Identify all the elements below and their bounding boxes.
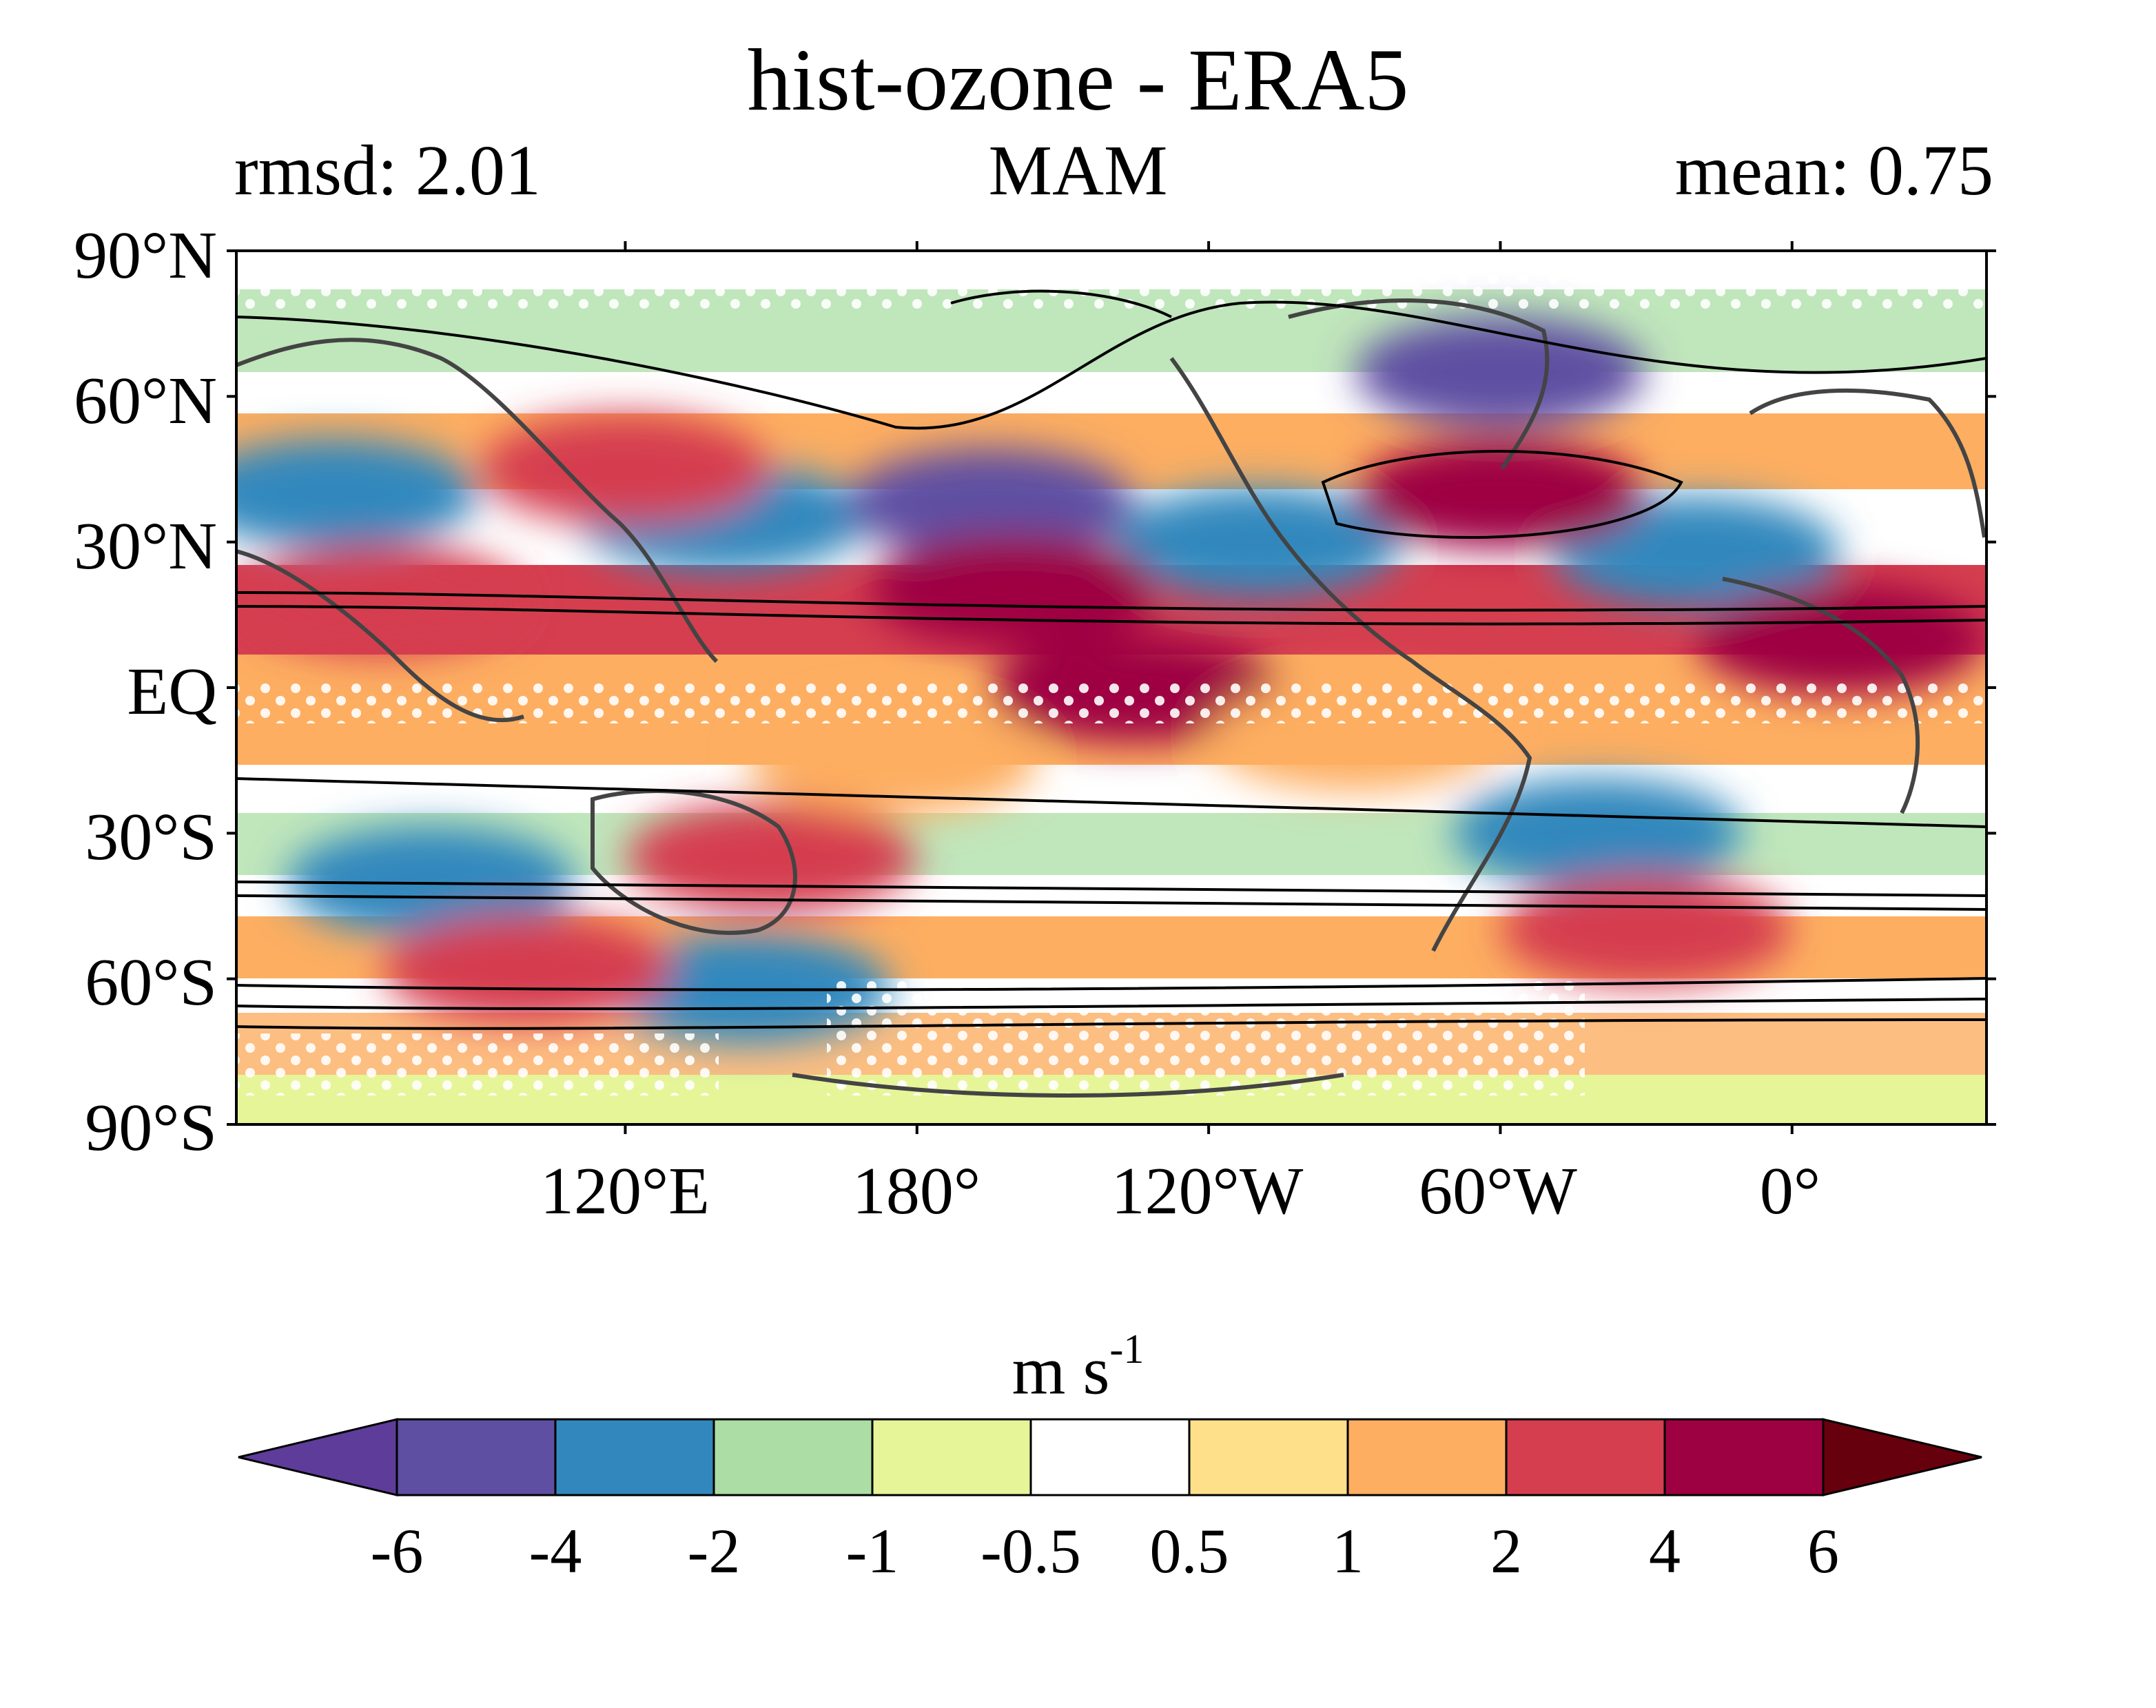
colorbar-tick-label: 6 [1807, 1516, 1839, 1586]
colorbar-units: m s-1 [1012, 1326, 1144, 1409]
mean-label: mean: 0.75 [1674, 131, 1993, 210]
lat-tick-label: 30°N [74, 509, 217, 584]
colorbar-tick-label: -2 [687, 1516, 741, 1586]
anomaly-cell [1501, 875, 1791, 986]
anomaly-cell [1696, 584, 1986, 694]
anomaly-cell [845, 448, 1135, 559]
colorbar-extend-high [1822, 1418, 1982, 1496]
coastlines [236, 298, 1986, 1098]
lat-tick-label: 90°S [85, 1091, 217, 1165]
lon-tick-label: 180° [852, 1154, 981, 1228]
lon-tick-label: 0° [1759, 1154, 1821, 1228]
climatology-contours [236, 289, 1986, 1030]
anomaly-cell [1550, 496, 1840, 607]
colorbar-swatch [396, 1418, 557, 1496]
anomaly-cell [236, 438, 479, 549]
colorbar-swatch [871, 1418, 1032, 1496]
anomaly-cell [480, 414, 770, 524]
lat-tick-label: 60°N [74, 364, 217, 438]
colorbar-swatch [1188, 1418, 1349, 1496]
plot-title: hist-ozone - ERA5 [747, 31, 1409, 129]
map-panel [236, 251, 1986, 1124]
anomaly-cell [286, 826, 576, 937]
colorbar-tick-label: -6 [370, 1516, 424, 1586]
anomaly-cell [1452, 778, 1743, 889]
anomaly-cell [383, 914, 673, 1025]
colorbar-tick-label: 4 [1649, 1516, 1681, 1586]
lat-tick-label: EQ [127, 655, 217, 729]
colorbar-tick-label: 1 [1332, 1516, 1364, 1586]
anomaly-cell [748, 705, 1038, 816]
colorbar-tick-label: 2 [1490, 1516, 1522, 1586]
stippling [236, 262, 1986, 1095]
anomaly-cell [1355, 438, 1645, 549]
colorbar-swatch [1505, 1418, 1666, 1496]
colorbar-tick-label: -4 [528, 1516, 582, 1586]
colorbar-swatch [1663, 1418, 1825, 1496]
lat-tick-label: 60°S [85, 945, 217, 1020]
colorbar-swatch [712, 1418, 874, 1496]
anomaly-cell [869, 535, 1159, 646]
season-label: MAM [988, 131, 1168, 210]
colorbar-tick-label: -0.5 [981, 1516, 1081, 1586]
map-ticks [227, 241, 1996, 1134]
anomaly-cell [1112, 486, 1402, 597]
colorbar-tick-label: -1 [845, 1516, 899, 1586]
colorbar-extend-low [238, 1418, 398, 1496]
lat-tick-label: 30°S [85, 800, 217, 874]
lon-tick-label: 120°W [1111, 1154, 1304, 1228]
anomaly-cell [237, 545, 527, 656]
colorbar-swatch [554, 1418, 715, 1496]
anomaly-cell [1355, 317, 1645, 428]
colorbar-swatch [1029, 1418, 1191, 1496]
anomaly-cell [626, 802, 916, 913]
lon-tick-label: 60°W [1419, 1154, 1577, 1228]
rmsd-label: rmsd: 2.01 [234, 131, 541, 210]
lon-tick-label: 120°E [540, 1154, 710, 1228]
colorbar [238, 1418, 1982, 1496]
colorbar-tick-label: 0.5 [1149, 1516, 1229, 1586]
colorbar-swatch [1346, 1418, 1508, 1496]
lat-tick-label: 90°N [74, 218, 217, 293]
